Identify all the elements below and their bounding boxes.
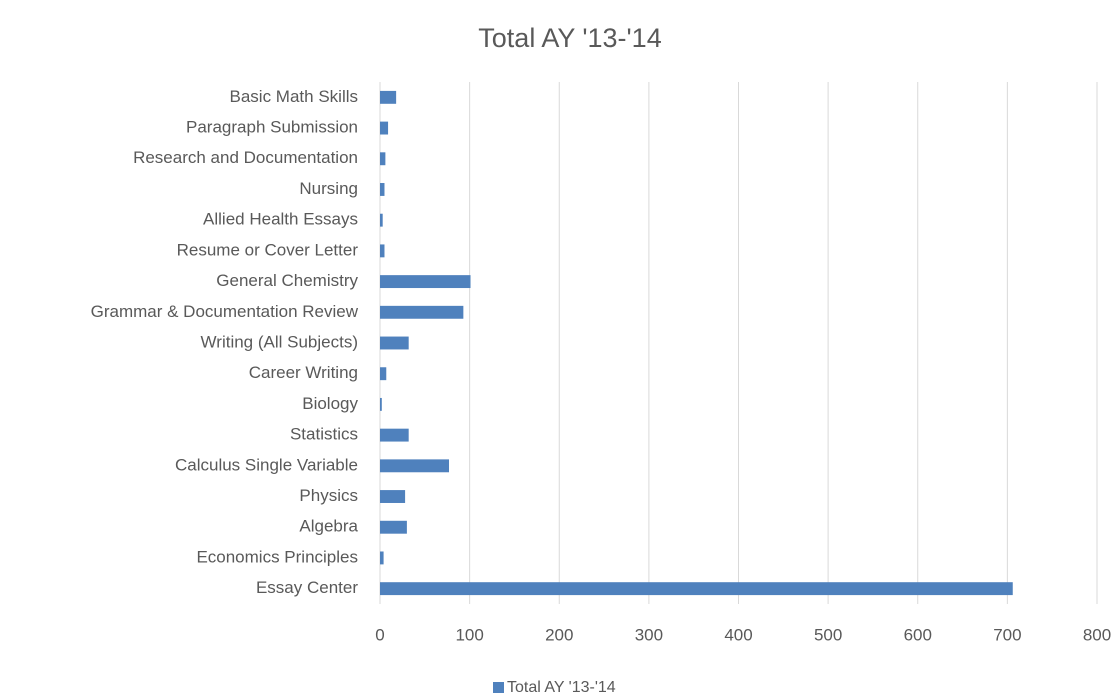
bar — [380, 551, 384, 565]
y-tick-label: Biology — [302, 394, 358, 413]
bar — [380, 367, 387, 381]
x-tick-label: 700 — [993, 625, 1021, 644]
bar — [380, 336, 409, 350]
y-tick-label: Writing (All Subjects) — [201, 332, 358, 351]
bar — [380, 459, 450, 473]
y-tick-label: Research and Documentation — [133, 148, 358, 167]
y-tick-label: Career Writing — [249, 363, 358, 382]
y-tick-label: Basic Math Skills — [230, 87, 358, 106]
bar — [380, 152, 386, 166]
bar — [380, 275, 471, 289]
bar — [380, 582, 1013, 596]
x-tick-label: 300 — [635, 625, 663, 644]
x-tick-label: 0 — [375, 625, 384, 644]
y-tick-label: Economics Principles — [196, 547, 358, 566]
y-tick-label: Physics — [299, 486, 358, 505]
y-tick-label: Algebra — [299, 517, 358, 536]
y-tick-label: Nursing — [299, 179, 358, 198]
y-tick-label: Essay Center — [256, 578, 358, 597]
x-tick-label: 800 — [1083, 625, 1111, 644]
bar — [380, 428, 409, 442]
bar — [380, 490, 406, 503]
x-tick-label: 400 — [724, 625, 752, 644]
chart-title: Total AY '13-'14 — [478, 23, 661, 53]
x-tick-label: 600 — [904, 625, 932, 644]
bar — [380, 183, 385, 196]
bar — [380, 520, 407, 534]
x-tick-label: 100 — [455, 625, 483, 644]
legend-label: Total AY '13-'14 — [507, 679, 616, 696]
bar — [380, 213, 383, 227]
x-tick-label: 500 — [814, 625, 842, 644]
y-tick-label: Calculus Single Variable — [175, 455, 358, 474]
bar — [380, 397, 382, 411]
bar — [380, 305, 464, 319]
bar — [380, 121, 389, 135]
y-tick-label: Allied Health Essays — [203, 210, 358, 229]
bar — [380, 244, 385, 258]
y-tick-label: Paragraph Submission — [186, 118, 358, 137]
bar — [380, 90, 397, 104]
y-tick-label: Resume or Cover Letter — [177, 240, 359, 259]
y-tick-label: Grammar & Documentation Review — [91, 302, 359, 321]
legend-swatch — [493, 682, 504, 693]
y-tick-label: General Chemistry — [216, 271, 358, 290]
x-tick-label: 200 — [545, 625, 573, 644]
y-tick-label: Statistics — [290, 425, 358, 444]
